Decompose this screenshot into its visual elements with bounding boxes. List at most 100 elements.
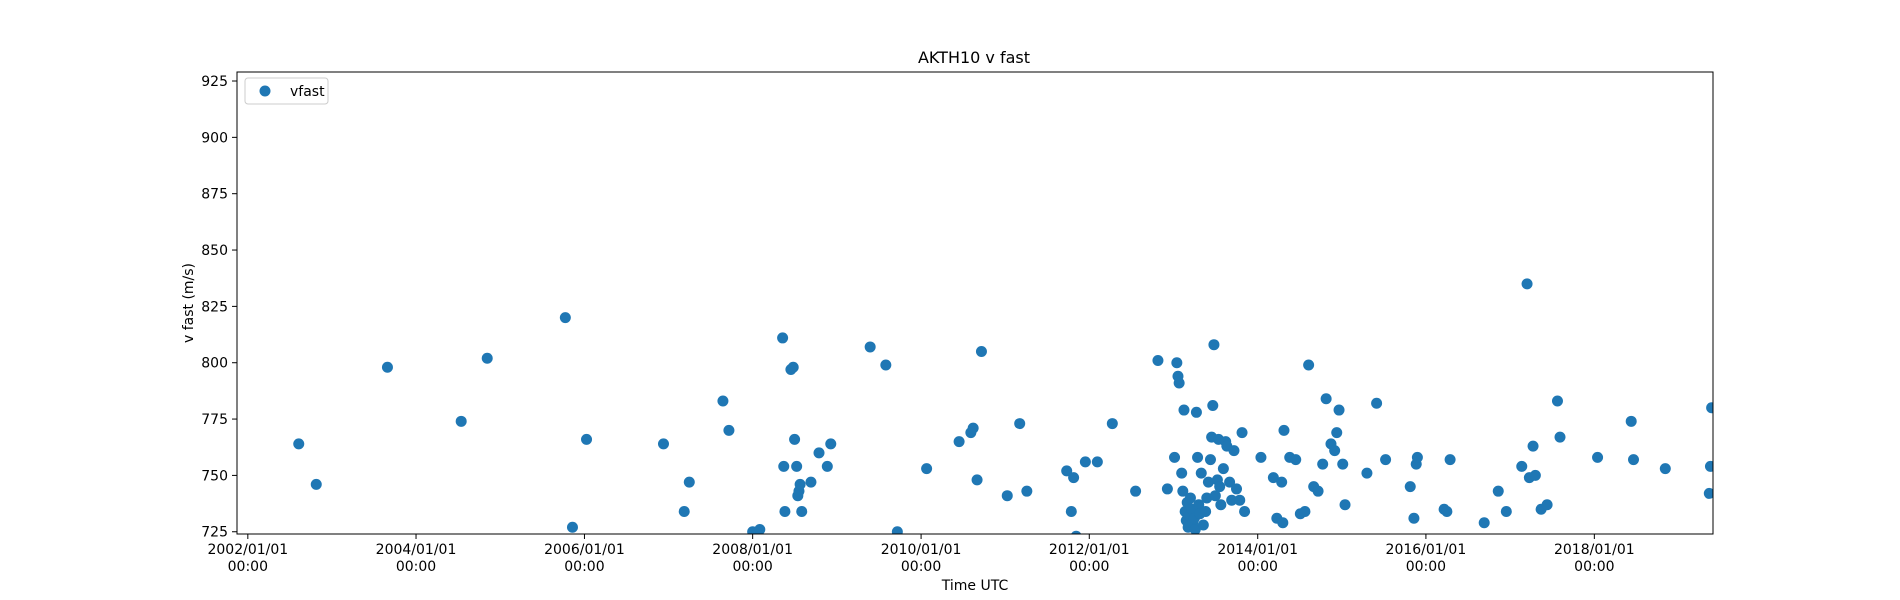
data-point: [1408, 512, 1420, 524]
data-point: [1190, 406, 1202, 418]
x-tick-label: 2012/01/01: [1049, 542, 1130, 558]
x-tick-label-time: 00:00: [901, 559, 941, 575]
legend-label: vfast: [290, 84, 325, 100]
data-point: [777, 332, 789, 344]
data-point: [1014, 418, 1026, 430]
data-point: [1380, 454, 1392, 466]
data-point: [1290, 454, 1302, 466]
data-point: [1234, 494, 1246, 506]
data-point: [1065, 505, 1077, 517]
data-point: [678, 505, 690, 517]
x-tick-label-time: 00:00: [228, 559, 268, 575]
y-tick-label: 775: [201, 412, 228, 428]
plot-area: [237, 72, 1713, 534]
y-tick-label: 925: [201, 74, 228, 90]
x-tick-label-time: 00:00: [1069, 559, 1109, 575]
data-point: [1371, 397, 1383, 409]
data-point: [1201, 492, 1213, 504]
data-point: [1361, 467, 1373, 479]
x-tick-label: 2018/01/01: [1554, 542, 1635, 558]
x-tick-label: 2014/01/01: [1217, 542, 1298, 558]
data-point: [1200, 505, 1212, 517]
data-point: [1177, 485, 1189, 497]
y-axis-label: v fast (m/s): [181, 263, 197, 343]
legend-box: [244, 77, 329, 105]
x-tick-label-time: 00:00: [1406, 559, 1446, 575]
y-tick-label: 875: [201, 187, 228, 203]
data-point: [967, 422, 979, 434]
data-point: [789, 433, 801, 445]
data-point: [794, 478, 806, 490]
data-point: [657, 438, 669, 450]
data-point: [1303, 359, 1315, 371]
data-point: [975, 345, 987, 357]
data-point: [1276, 476, 1288, 488]
x-tick-label: 2006/01/01: [544, 542, 625, 558]
data-point: [293, 438, 305, 450]
y-tick-label: 800: [201, 356, 228, 372]
y-tick-label: 900: [201, 130, 228, 146]
data-point: [1169, 451, 1181, 463]
data-point: [381, 361, 393, 373]
data-point: [1337, 458, 1349, 470]
data-point: [1226, 494, 1238, 506]
data-point: [1554, 431, 1566, 443]
data-point: [825, 438, 837, 450]
data-point: [1659, 463, 1671, 475]
data-point: [723, 424, 735, 436]
data-point: [1703, 487, 1713, 499]
data-point: [1628, 454, 1640, 466]
data-point: [1527, 440, 1539, 452]
data-point: [1521, 278, 1533, 290]
data-point: [1529, 469, 1541, 481]
data-point: [1411, 451, 1423, 463]
data-points: [293, 278, 1713, 534]
data-point: [891, 526, 903, 534]
data-point: [754, 523, 766, 534]
data-point: [1500, 505, 1512, 517]
y-tick-label: 750: [201, 468, 228, 484]
data-point: [1277, 517, 1289, 529]
data-point: [1333, 404, 1345, 416]
data-point: [1152, 354, 1164, 366]
data-point: [683, 476, 695, 488]
data-point: [1189, 523, 1201, 534]
data-point: [778, 460, 790, 472]
data-point: [1202, 476, 1214, 488]
data-point: [581, 433, 593, 445]
data-point: [864, 341, 876, 353]
data-point: [481, 352, 493, 364]
data-point: [1236, 427, 1248, 439]
data-point: [1492, 485, 1504, 497]
data-point: [1299, 505, 1311, 517]
data-point: [921, 463, 933, 475]
data-point: [1001, 490, 1013, 502]
x-tick-label-time: 00:00: [564, 559, 604, 575]
data-point: [1704, 460, 1713, 472]
chart-title: AKTH10 v fast: [918, 48, 1030, 67]
data-point: [455, 415, 467, 427]
x-tick-label: 2004/01/01: [376, 542, 457, 558]
data-point: [1444, 454, 1456, 466]
data-point: [880, 359, 892, 371]
data-point: [787, 361, 799, 373]
data-point: [1267, 472, 1279, 484]
data-point: [1239, 505, 1251, 517]
x-tick-label: 2002/01/01: [207, 542, 288, 558]
data-point: [1214, 481, 1226, 493]
x-tick-label: 2016/01/01: [1386, 542, 1467, 558]
legend-marker: [259, 85, 271, 97]
data-point: [1130, 485, 1142, 497]
data-point: [805, 476, 817, 488]
data-point: [1195, 467, 1207, 479]
data-point: [1339, 499, 1351, 511]
x-tick-label-time: 00:00: [396, 559, 436, 575]
legend: vfast: [244, 77, 329, 105]
data-point: [1207, 400, 1219, 412]
data-point: [1516, 460, 1528, 472]
data-point: [1255, 451, 1267, 463]
data-point: [717, 395, 729, 407]
data-point: [566, 521, 578, 533]
data-point: [1193, 499, 1205, 511]
